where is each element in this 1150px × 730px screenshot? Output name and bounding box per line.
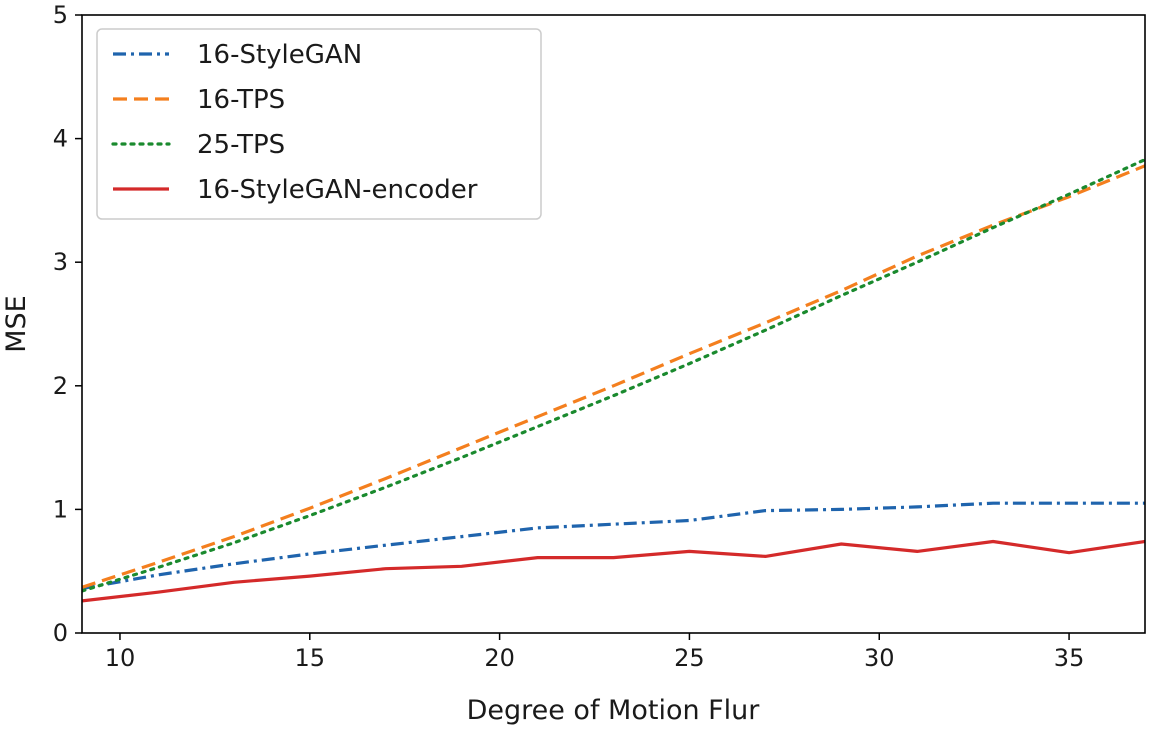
- y-axis-label: MSE: [1, 295, 32, 353]
- legend-label: 25-TPS: [197, 130, 285, 160]
- legend-box: [96, 28, 542, 220]
- series-line-16-stylegan-encoder: [82, 539, 1145, 603]
- x-tick-label: 15: [295, 644, 326, 672]
- x-axis-label: Degree of Motion Flur: [467, 695, 761, 726]
- x-tick-label: 10: [105, 644, 136, 672]
- legend-label: 16-TPS: [197, 85, 285, 115]
- series-layer: [82, 158, 1145, 603]
- y-tick-label: 2: [53, 372, 68, 400]
- axis-ticks: 10 15 20 25 30 35 0 1 2 3 4 5: [53, 1, 1085, 672]
- legend: 16-StyleGAN 16-TPS 25-TPS 16-StyleGAN-encod…: [96, 28, 542, 220]
- plot-frame: [81, 14, 1146, 634]
- series-line-16-stylegan: [82, 501, 1145, 591]
- x-tick-label: 35: [1054, 644, 1085, 672]
- y-tick-label: 1: [53, 495, 68, 523]
- y-tick-label: 5: [53, 1, 68, 29]
- x-tick-label: 20: [484, 644, 515, 672]
- y-tick-label: 3: [53, 248, 68, 276]
- y-tick-label: 0: [53, 619, 68, 647]
- legend-label: 16-StyleGAN-encoder: [197, 175, 478, 205]
- series-line-16-tps: [82, 164, 1145, 589]
- legend-label: 16-StyleGAN: [197, 40, 362, 70]
- x-tick-label: 25: [674, 644, 705, 672]
- series-line-25-tps: [82, 158, 1145, 593]
- y-tick-label: 4: [53, 125, 68, 153]
- x-tick-label: 30: [864, 644, 895, 672]
